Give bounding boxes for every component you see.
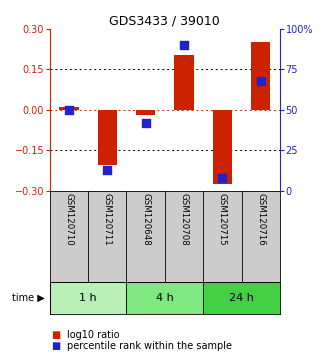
Point	[181, 42, 187, 48]
Point	[143, 120, 148, 126]
Text: 1 h: 1 h	[79, 293, 97, 303]
Point	[258, 78, 263, 84]
Bar	[174, 55, 194, 110]
Bar	[251, 42, 270, 110]
Bar	[203, 281, 280, 314]
Text: GSM120715: GSM120715	[218, 193, 227, 246]
Text: ■: ■	[51, 330, 61, 339]
Point	[105, 167, 110, 172]
Text: log10 ratio: log10 ratio	[67, 330, 120, 339]
Point	[220, 175, 225, 181]
Text: 24 h: 24 h	[229, 293, 254, 303]
Bar	[59, 107, 79, 110]
Text: GSM120648: GSM120648	[141, 193, 150, 246]
Text: ■: ■	[51, 341, 61, 351]
Bar	[126, 281, 203, 314]
Text: GSM120711: GSM120711	[103, 193, 112, 246]
Text: GSM120708: GSM120708	[179, 193, 188, 246]
Text: percentile rank within the sample: percentile rank within the sample	[67, 341, 232, 351]
Bar	[98, 110, 117, 165]
Bar	[213, 110, 232, 184]
Text: GSM120716: GSM120716	[256, 193, 265, 246]
Text: time ▶: time ▶	[13, 293, 45, 303]
Point	[66, 107, 72, 113]
Text: 4 h: 4 h	[156, 293, 174, 303]
Bar	[50, 281, 126, 314]
Title: GDS3433 / 39010: GDS3433 / 39010	[109, 15, 220, 28]
Bar	[136, 110, 155, 115]
Text: GSM120710: GSM120710	[65, 193, 74, 246]
